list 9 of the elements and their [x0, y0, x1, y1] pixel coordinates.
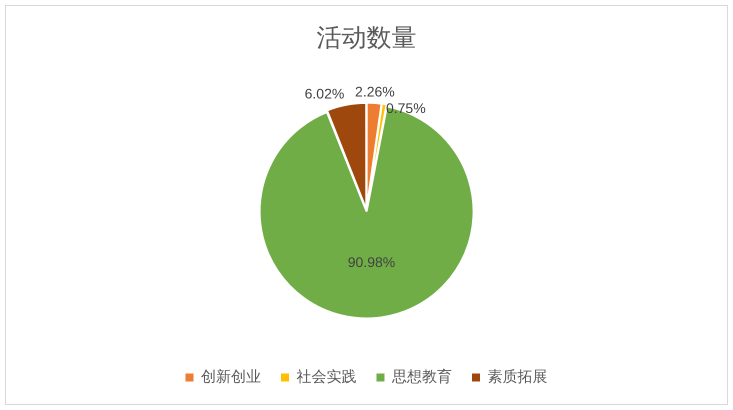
data-label: 6.02%	[304, 85, 344, 102]
chart-title: 活动数量	[316, 24, 416, 52]
data-label: 2.26%	[355, 84, 395, 100]
legend-label: 社会实践	[296, 368, 356, 386]
legend-label: 思想教育	[391, 368, 452, 386]
legend-label: 素质拓展	[488, 368, 548, 386]
data-label: 90.98%	[348, 254, 396, 270]
legend-label: 创新创业	[201, 368, 261, 386]
data-label: 0.75%	[386, 100, 426, 116]
